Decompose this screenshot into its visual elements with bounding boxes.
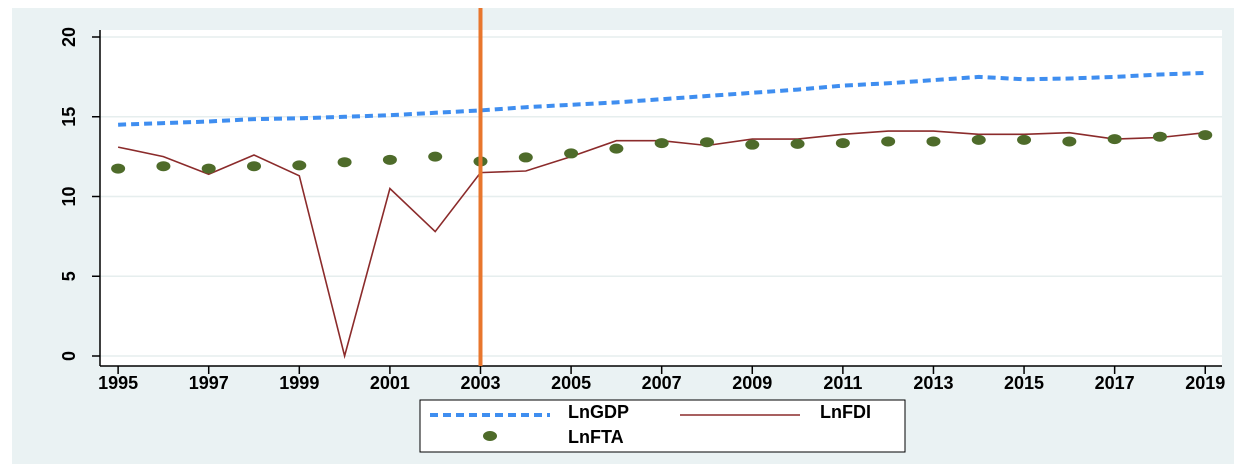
x-tick-label: 2007	[642, 373, 682, 393]
legend-label: LnFDI	[820, 402, 871, 422]
y-tick-label: 0	[59, 351, 79, 361]
marker	[292, 160, 307, 171]
x-tick-label: 2015	[1004, 373, 1044, 393]
marker	[926, 136, 941, 147]
marker	[1017, 134, 1032, 145]
x-tick-label: 2003	[460, 373, 500, 393]
marker	[201, 163, 216, 174]
marker	[790, 138, 805, 149]
x-tick-label: 2017	[1095, 373, 1135, 393]
y-tick-label: 10	[59, 186, 79, 206]
x-tick-label: 2013	[913, 373, 953, 393]
legend-label: LnGDP	[568, 402, 629, 422]
marker	[881, 136, 896, 147]
marker	[1198, 130, 1213, 141]
x-tick-label: 1995	[98, 373, 138, 393]
legend-box	[419, 399, 906, 453]
marker	[654, 138, 669, 149]
marker	[428, 151, 443, 162]
marker	[745, 139, 760, 150]
x-tick-label: 2009	[732, 373, 772, 393]
x-tick-label: 1997	[189, 373, 229, 393]
y-tick-label: 20	[59, 27, 79, 47]
x-tick-label: 2019	[1185, 373, 1225, 393]
marker	[1062, 136, 1077, 147]
x-tick-label: 2001	[370, 373, 410, 393]
marker	[337, 157, 352, 168]
x-tick-label: 1999	[279, 373, 319, 393]
marker	[699, 137, 714, 148]
x-tick-label: 2005	[551, 373, 591, 393]
marker	[518, 152, 533, 163]
marker	[247, 161, 262, 172]
plot-area	[100, 30, 1222, 366]
marker	[835, 138, 850, 149]
marker	[111, 163, 126, 174]
legend-label: LnFTA	[568, 427, 624, 447]
y-tick-label: 15	[59, 107, 79, 127]
legend-marker	[483, 431, 497, 441]
marker	[382, 154, 397, 165]
marker	[1107, 134, 1122, 145]
y-tick-label: 5	[59, 271, 79, 281]
x-tick-label: 2011	[823, 373, 862, 393]
marker	[156, 161, 171, 172]
marker	[609, 143, 624, 154]
marker	[564, 148, 579, 159]
marker	[971, 134, 986, 145]
marker	[1152, 131, 1167, 142]
